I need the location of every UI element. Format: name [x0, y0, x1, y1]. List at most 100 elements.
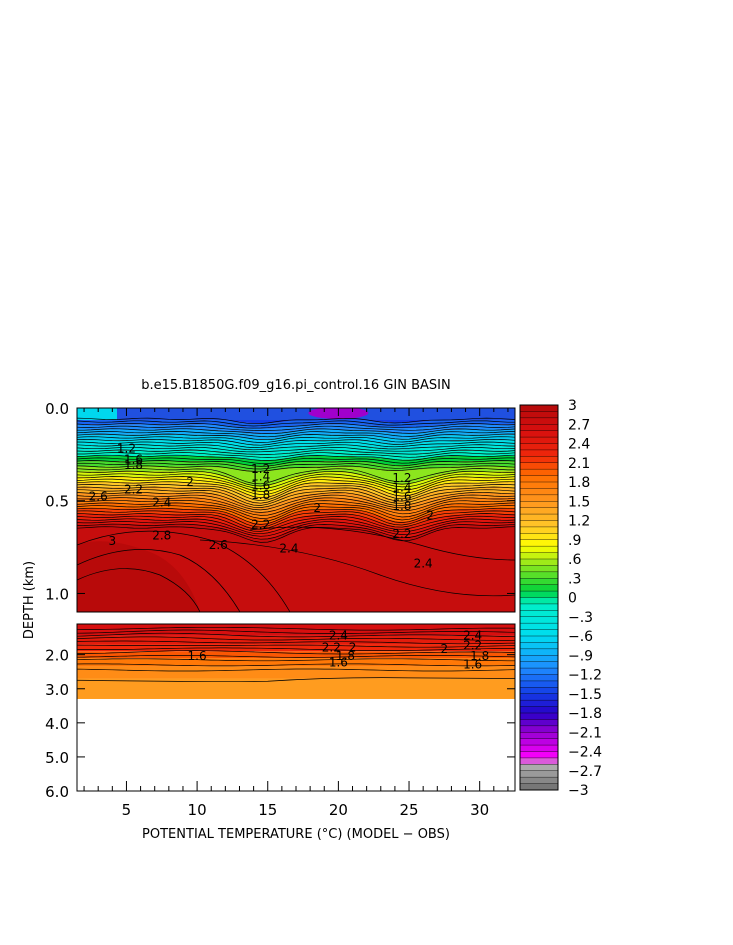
contour-label: 1.2	[251, 462, 270, 476]
contour-label: 1.2	[117, 442, 136, 456]
y-tick-label: 4.0	[45, 715, 69, 733]
colorbar-swatch	[520, 751, 558, 759]
lower-contour-line	[77, 658, 515, 662]
upper-contour-line	[77, 530, 291, 612]
contour-label: 1.6	[329, 656, 348, 670]
chart-title: b.e15.B1850G.f09_g16.pi_control.16 GIN B…	[141, 378, 450, 393]
lower-contour-line	[77, 663, 515, 667]
contour-label: 2.2	[322, 640, 341, 654]
colorbar-swatch	[520, 552, 558, 560]
lower-band	[77, 658, 515, 667]
upper-band	[77, 482, 515, 503]
contour-label: 2.2	[463, 639, 482, 653]
colorbar-label: −3	[568, 783, 589, 799]
contour-label: 2	[313, 501, 321, 515]
colorbar-label: .9	[568, 533, 581, 549]
colorbar	[519, 404, 559, 791]
upper-contour-line	[77, 489, 515, 506]
colorbar-swatch	[520, 725, 558, 733]
upper-contour-line	[77, 484, 515, 502]
colorbar-swatch	[520, 661, 558, 669]
lower-contour-line	[77, 632, 515, 638]
contour-label: 1.8	[251, 488, 270, 502]
colorbar-label: 2.1	[568, 456, 590, 472]
colorbar-swatch	[520, 449, 558, 457]
colorbar-swatch	[520, 443, 558, 451]
upper-contour-line	[77, 507, 515, 525]
x-tick-label: 20	[329, 801, 348, 819]
colorbar-label: 1.8	[568, 475, 590, 491]
upper-contour-line	[77, 465, 515, 472]
colorbar-label: −2.1	[568, 725, 602, 741]
colorbar-swatch	[520, 642, 558, 650]
colorbar-label: −2.4	[568, 745, 602, 761]
upper-band	[77, 508, 515, 530]
colorbar-label: 3	[568, 398, 577, 414]
lower-band	[77, 651, 515, 659]
colorbar-swatch	[520, 713, 558, 720]
contour-label: 1.8	[392, 499, 411, 513]
upper-contour-line	[77, 486, 515, 504]
upper-band	[77, 440, 515, 450]
colorbar-swatch	[520, 578, 558, 586]
contour-label: 2	[426, 508, 434, 522]
lower-contour-line	[77, 644, 515, 648]
lower-contour-bands	[77, 624, 515, 699]
upper-contour-line	[77, 515, 515, 532]
colorbar-swatch	[520, 777, 558, 785]
contour-label: 2.8	[152, 529, 171, 543]
colorbar-swatch	[520, 488, 558, 496]
colorbar-swatch	[520, 482, 558, 489]
contour-label: 1.6	[463, 657, 482, 671]
upper-contour-line	[77, 470, 515, 487]
contour-label: 1.8	[124, 458, 143, 472]
x-tick-label: 25	[399, 801, 418, 819]
upper-contour-line	[77, 473, 515, 489]
colorbar-swatch	[520, 539, 558, 547]
contour-label: 2.4	[152, 495, 171, 509]
upper-contour-line	[77, 438, 515, 446]
upper-contour-labels: 2.6 2.2 2.4 2 2.8 3 2.6 2.4 2.2 2 1.8 2.2 2 1.8 2.4 1.8…	[89, 442, 434, 571]
colorbar-label: −2.7	[568, 764, 602, 780]
lower-contour-labels: 2.42.2 21.81.61.62.42.22 1.81.6	[188, 628, 490, 671]
colorbar-label: −.3	[568, 610, 593, 626]
upper-contour-line	[77, 513, 515, 530]
colorbar-label: 1.2	[568, 514, 590, 530]
upper-contour-line	[77, 481, 515, 499]
contour-label: 2.6	[209, 538, 228, 552]
lower-contour-line	[77, 677, 515, 682]
colorbar-swatch	[520, 501, 558, 509]
upper-band	[77, 461, 515, 471]
lower-band	[77, 666, 515, 679]
lower-band	[77, 624, 515, 636]
contour-label: 1.4	[251, 469, 270, 483]
colorbar-swatch	[520, 738, 558, 746]
contour-label: 1.6	[251, 479, 270, 493]
colorbar-swatch	[520, 783, 558, 791]
y-axis-upper: 0.0 0.5 1.0	[45, 400, 515, 603]
contour-label: 2.4	[329, 628, 348, 642]
upper-contour-line	[77, 457, 515, 464]
colorbar-label: −1.8	[568, 706, 602, 722]
colorbar-swatch	[520, 514, 558, 521]
y-tick-label: 0.5	[45, 493, 69, 511]
contour-label: 1.6	[188, 649, 207, 663]
y-tick-label: 6.0	[45, 783, 69, 801]
colorbar-swatch	[520, 757, 558, 765]
colorbar-swatch	[520, 526, 558, 534]
colorbar-label: −.9	[568, 648, 593, 664]
upper-contour-line	[77, 510, 515, 528]
contour-label: 1.2	[392, 471, 411, 485]
upper-contour-line	[199, 539, 515, 597]
colorbar-swatch	[520, 462, 558, 470]
colorbar-swatch	[520, 687, 558, 695]
upper-contour-line	[77, 454, 515, 461]
colorbar-swatch	[520, 764, 558, 772]
upper-contour-line	[77, 491, 515, 508]
upper-contour-line	[77, 502, 515, 519]
colorbar-swatch	[520, 507, 558, 515]
upper-contour-line	[77, 518, 515, 535]
colorbar-swatch	[520, 475, 558, 483]
lower-contour-line	[77, 668, 515, 672]
